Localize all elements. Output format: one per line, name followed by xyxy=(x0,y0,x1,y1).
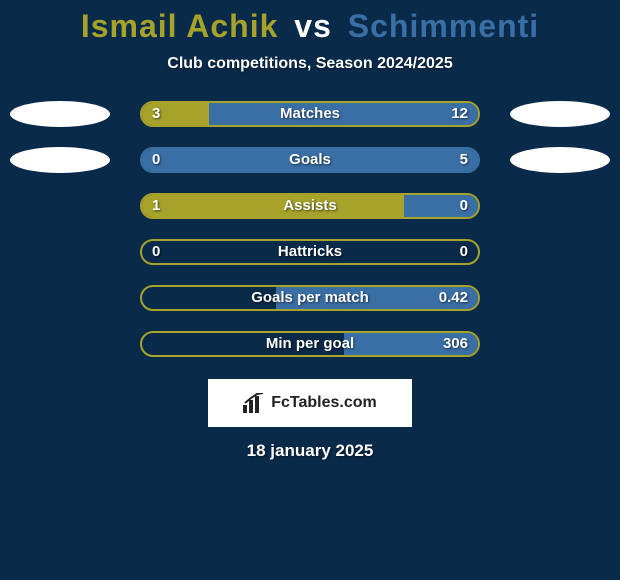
chart-icon xyxy=(243,393,265,413)
vs-separator: vs xyxy=(294,8,332,44)
stat-track: 0 0Hattricks xyxy=(140,239,480,265)
stat-row: 0 0Hattricks xyxy=(0,239,620,265)
subtitle: Club competitions, Season 2024/2025 xyxy=(0,55,620,73)
stat-track: 10Assists xyxy=(140,193,480,219)
player-b-value: 0 xyxy=(450,195,478,217)
player-b-value: 0 xyxy=(450,241,478,263)
player-b-fill xyxy=(209,103,478,125)
stat-track: 312Matches xyxy=(140,101,480,127)
source-text: FcTables.com xyxy=(271,394,377,412)
player-b-value: 0.42 xyxy=(429,287,478,309)
player-b-fill xyxy=(142,149,478,171)
player-a-ellipse xyxy=(10,101,110,127)
player-b-name: Schimmenti xyxy=(348,8,539,44)
player-b-value: 306 xyxy=(433,333,478,355)
date-text: 18 january 2025 xyxy=(0,441,620,461)
player-a-value: 0 xyxy=(142,241,170,263)
stat-track: 0.42Goals per match xyxy=(140,285,480,311)
stat-rows: 312Matches05Goals10Assists00Hattricks0.4… xyxy=(0,101,620,357)
stat-track: 306Min per goal xyxy=(140,331,480,357)
comparison-canvas: Ismail Achik vs Schimmenti Club competit… xyxy=(0,0,620,580)
stat-label: Hattricks xyxy=(142,241,478,263)
player-a-value: 1 xyxy=(142,195,170,217)
player-a-fill xyxy=(142,195,404,217)
stat-row: 312Matches xyxy=(0,101,620,127)
player-a-value xyxy=(142,287,162,309)
player-a-value xyxy=(142,333,162,355)
player-a-ellipse xyxy=(10,147,110,173)
stat-row: 10Assists xyxy=(0,193,620,219)
stat-row: 306Min per goal xyxy=(0,331,620,357)
player-b-ellipse xyxy=(510,147,610,173)
stat-track: 05Goals xyxy=(140,147,480,173)
player-a-value: 3 xyxy=(142,103,170,125)
player-a-value: 0 xyxy=(142,149,170,171)
source-badge: FcTables.com xyxy=(208,379,412,427)
page-title: Ismail Achik vs Schimmenti xyxy=(0,0,620,45)
stat-row: 0.42Goals per match xyxy=(0,285,620,311)
player-a-name: Ismail Achik xyxy=(81,8,279,44)
player-b-ellipse xyxy=(510,101,610,127)
player-b-value: 12 xyxy=(441,103,478,125)
player-b-value: 5 xyxy=(450,149,478,171)
stat-row: 05Goals xyxy=(0,147,620,173)
